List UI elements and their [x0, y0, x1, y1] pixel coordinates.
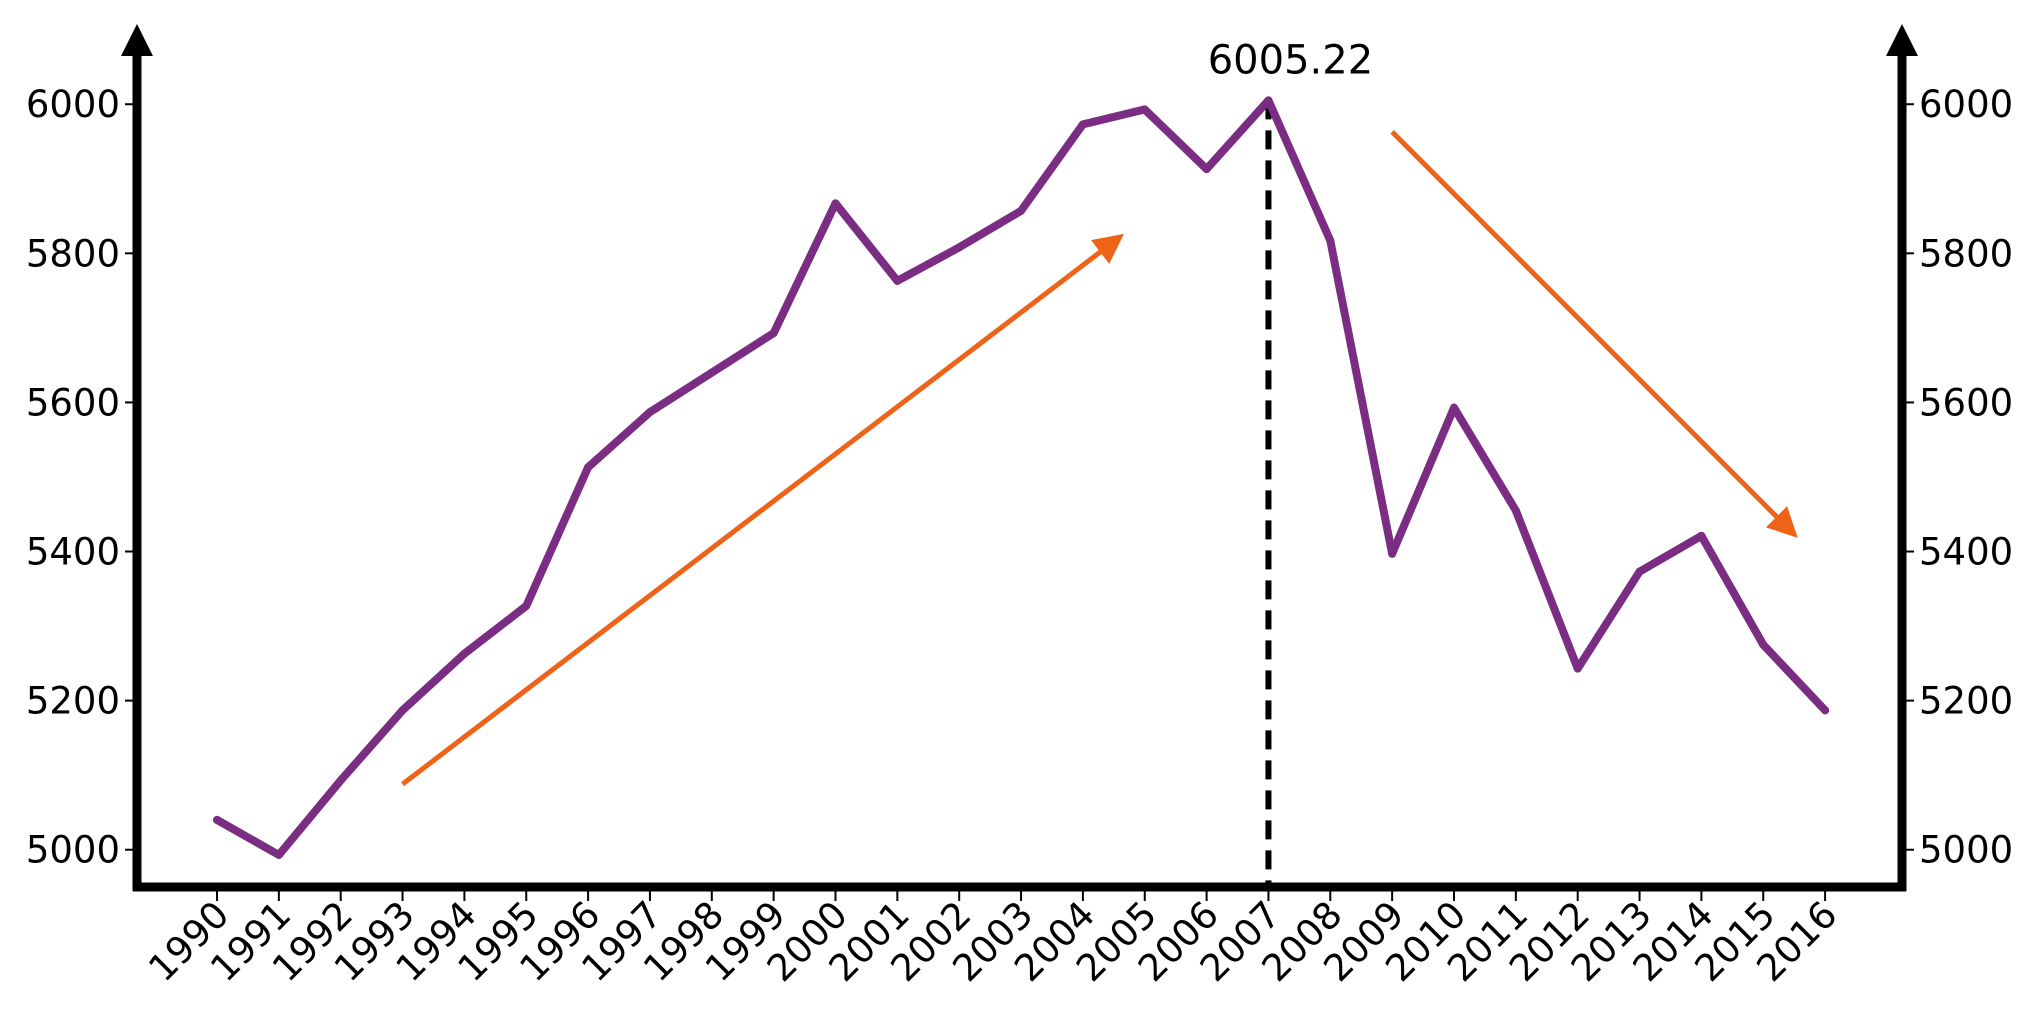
data-point-1997 [645, 408, 654, 417]
data-point-2006 [1202, 165, 1211, 174]
y-axis-left-arrow-icon [121, 24, 153, 56]
data-point-1996 [584, 463, 593, 472]
data-point-2005 [1140, 105, 1149, 114]
data-point-2014 [1697, 531, 1706, 540]
data-point-2007 [1264, 96, 1273, 105]
y-tick-label-right-5800: 5800 [1919, 232, 2013, 275]
y-tick-label-left-5600: 5600 [26, 381, 120, 424]
data-point-1995 [522, 601, 531, 610]
x-tick-labels: 1990199119921993199419951996199719981999… [140, 891, 1845, 990]
trend-arrows [401, 130, 1798, 787]
y-tick-label-right-5200: 5200 [1919, 680, 2013, 723]
y-tick-label-left-5400: 5400 [26, 531, 120, 574]
data-point-2004 [1078, 120, 1087, 129]
y-tick-label-left-6000: 6000 [26, 83, 120, 126]
y-axis-right-arrow-icon [1886, 24, 1918, 56]
data-point-2000 [831, 199, 840, 208]
trend-arrow-down [1390, 130, 1798, 538]
data-point-2010 [1450, 403, 1458, 412]
peak-marker: 6005.22 [1208, 37, 1373, 887]
y-tick-label-right-5400: 5400 [1919, 531, 2013, 574]
data-point-1992 [336, 776, 345, 785]
y-tick-label-left-5000: 5000 [26, 829, 120, 872]
trend-arrow-up [401, 233, 1124, 787]
data-point-1991 [274, 850, 283, 859]
data-point-1994 [460, 649, 469, 658]
data-point-1998 [707, 368, 716, 377]
data-point-2003 [1017, 206, 1026, 215]
y-tick-label-right-5000: 5000 [1919, 829, 2013, 872]
y-tick-label-right-5600: 5600 [1919, 381, 2013, 424]
data-point-2001 [893, 276, 902, 285]
y-tick-label-left-5200: 5200 [26, 680, 120, 723]
y-tick-labels: 5000 5000 5200 5200 5400 5400 5600 5600 5800 5800… [26, 83, 2013, 872]
series [213, 96, 1830, 859]
data-point-2016 [1821, 706, 1830, 715]
data-point-1999 [769, 329, 778, 338]
peak-value-label: 6005.22 [1208, 37, 1373, 83]
data-point-1990 [213, 815, 221, 824]
data-point-2009 [1388, 549, 1397, 558]
data-point-2008 [1326, 236, 1335, 245]
data-point-2011 [1511, 506, 1520, 515]
axes [121, 24, 1918, 892]
data-point-2015 [1759, 640, 1768, 649]
data-point-2002 [955, 243, 964, 252]
data-point-2013 [1635, 567, 1644, 576]
data-point-1993 [398, 706, 407, 715]
data-point-2012 [1573, 664, 1582, 673]
y-tick-label-left-5800: 5800 [26, 232, 120, 275]
y-tick-label-right-6000: 6000 [1919, 83, 2013, 126]
